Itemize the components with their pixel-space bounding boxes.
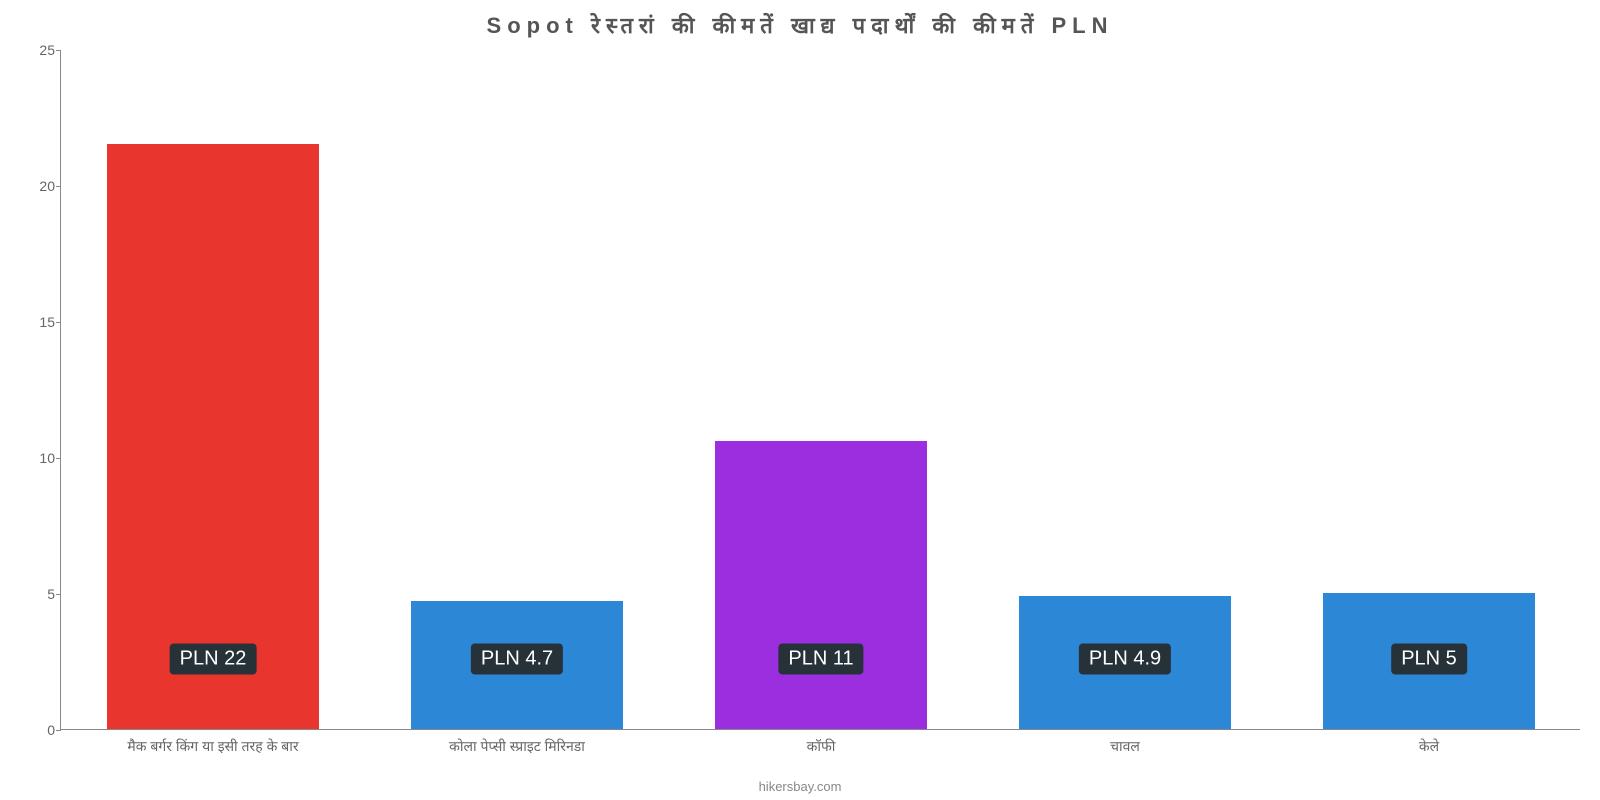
x-tick-label: चावल [1110, 737, 1140, 756]
chart-footer: hikersbay.com [0, 779, 1600, 794]
y-tick-label: 15 [21, 314, 55, 330]
y-tick-label: 20 [21, 178, 55, 194]
y-tick-label: 25 [21, 42, 55, 58]
plot-area: 0510152025PLN 22मैक बर्गर किंग या इसी तर… [60, 50, 1580, 730]
bar [715, 441, 928, 729]
y-tick-mark [56, 730, 61, 731]
price-bar-chart: Sopot रेस्तरां की कीमतें खाद्य पदार्थों … [0, 0, 1600, 800]
y-tick-label: 0 [21, 722, 55, 738]
x-tick-label: केले [1419, 737, 1439, 756]
bar-slot: PLN 5केले [1277, 50, 1581, 729]
bar-slot: PLN 4.9चावल [973, 50, 1277, 729]
x-tick-label: मैक बर्गर किंग या इसी तरह के बार [127, 737, 298, 756]
bar [107, 144, 320, 729]
bar-value-label: PLN 5 [1391, 644, 1467, 675]
bar-value-label: PLN 4.7 [471, 644, 563, 675]
bar-slot: PLN 11कॉफी [669, 50, 973, 729]
x-tick-label: कोला पेप्सी स्प्राइट मिरिनडा [449, 737, 585, 756]
bar-value-label: PLN 4.9 [1079, 644, 1171, 675]
bar-value-label: PLN 22 [170, 644, 257, 675]
bar-slot: PLN 22मैक बर्गर किंग या इसी तरह के बार [61, 50, 365, 729]
chart-title: Sopot रेस्तरां की कीमतें खाद्य पदार्थों … [0, 10, 1600, 40]
bar-value-label: PLN 11 [778, 644, 863, 675]
bar-slot: PLN 4.7कोला पेप्सी स्प्राइट मिरिनडा [365, 50, 669, 729]
y-tick-label: 5 [21, 586, 55, 602]
y-tick-label: 10 [21, 450, 55, 466]
x-tick-label: कॉफी [807, 737, 836, 756]
